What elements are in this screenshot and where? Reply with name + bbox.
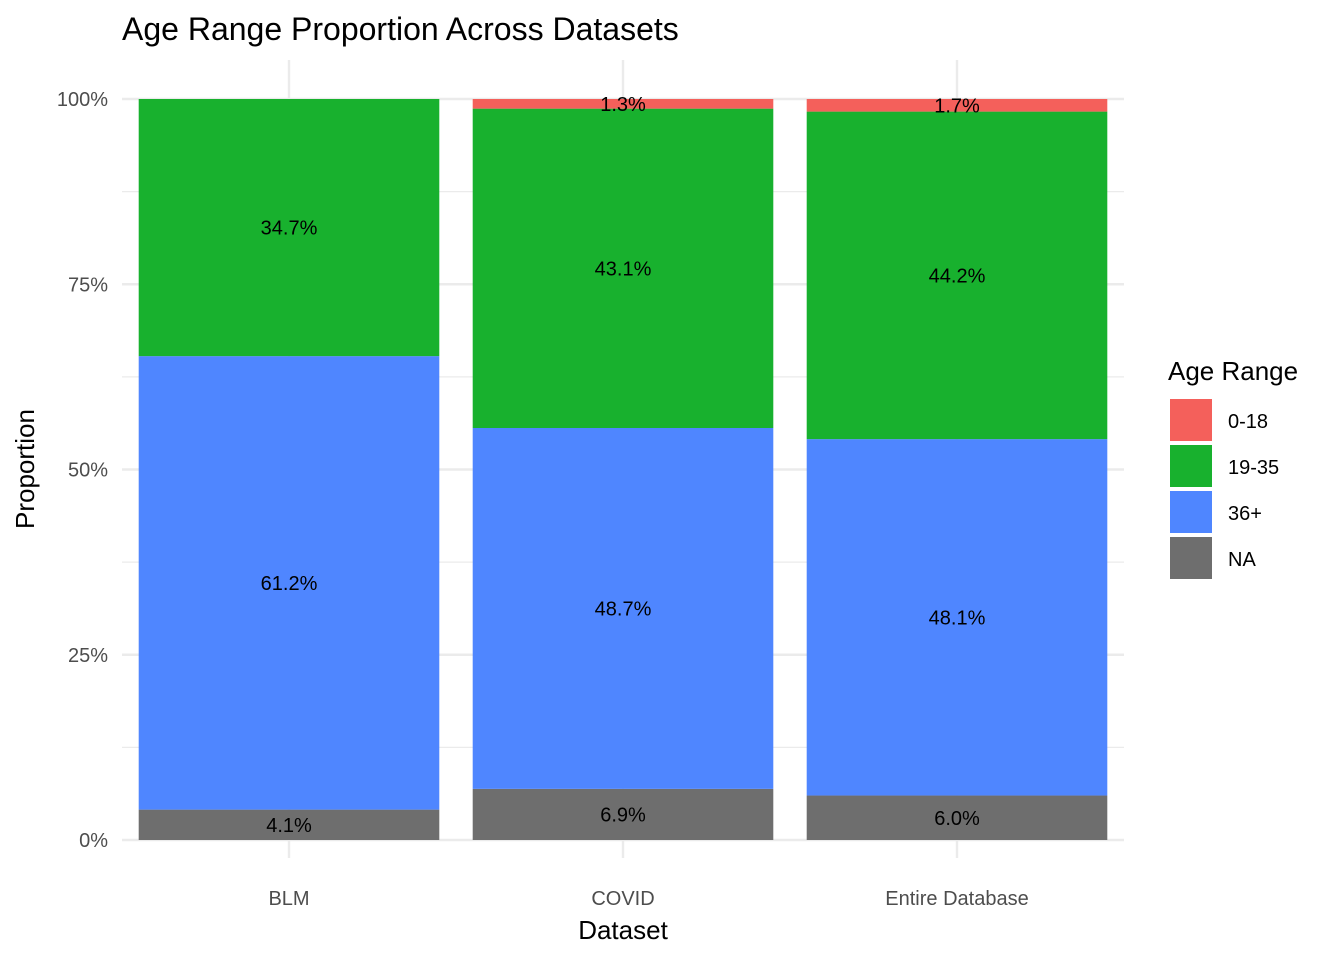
bar-segment — [806, 795, 1108, 840]
data-label: 48.7% — [595, 598, 652, 620]
legend-label: 36+ — [1228, 503, 1262, 525]
bar-segment — [806, 111, 1108, 440]
legend-swatch — [1170, 491, 1212, 533]
data-label: 1.7% — [934, 95, 980, 117]
bar-segment — [138, 356, 440, 810]
x-axis-ticks: BLM COVID Entire Database — [268, 888, 1028, 910]
x-tick-label: COVID — [591, 888, 654, 910]
bars — [138, 99, 1108, 840]
bar-segment — [472, 788, 774, 840]
legend-title: Age Range — [1168, 356, 1298, 386]
x-axis-title: Dataset — [578, 915, 668, 945]
data-label: 48.1% — [929, 607, 986, 629]
y-tick-label: 50% — [68, 460, 108, 482]
legend-label: NA — [1228, 549, 1256, 571]
y-tick-label: 75% — [68, 274, 108, 296]
bar-segment — [472, 428, 774, 789]
y-tick-label: 25% — [68, 645, 108, 667]
y-tick-label: 100% — [57, 89, 108, 111]
data-label: 44.2% — [929, 265, 986, 287]
x-tick-label: BLM — [268, 888, 309, 910]
data-label: 34.7% — [261, 218, 318, 240]
y-axis-ticks: 0% 25% 50% 75% 100% — [57, 89, 108, 852]
bar-segment — [806, 99, 1108, 112]
legend: Age Range 0-18 19-35 36+ NA — [1168, 356, 1298, 579]
bar-segment — [138, 99, 440, 357]
legend-swatch — [1170, 537, 1212, 579]
bar-segment — [138, 809, 440, 840]
bar-segment — [472, 99, 774, 109]
legend-label: 19-35 — [1228, 457, 1279, 479]
bar-segment — [806, 439, 1108, 796]
data-label: 43.1% — [595, 258, 652, 280]
x-tick-label: Entire Database — [885, 888, 1028, 910]
data-label: 6.9% — [600, 804, 646, 826]
data-label: 61.2% — [261, 573, 318, 595]
bar-labels: 4.1% 61.2% 34.7% 6.9% 48.7% 43.1% 1.3% 6.0% 48.1… — [261, 94, 986, 837]
data-label: 6.0% — [934, 808, 980, 830]
y-axis-title: Proportion — [10, 409, 40, 529]
chart-title: Age Range Proportion Across Datasets — [122, 11, 679, 47]
legend-swatch — [1170, 399, 1212, 441]
bar-segment — [472, 108, 774, 429]
legend-label: 0-18 — [1228, 411, 1268, 433]
data-label: 4.1% — [266, 815, 312, 837]
data-label: 1.3% — [600, 94, 646, 116]
y-tick-label: 0% — [79, 830, 108, 852]
legend-swatch — [1170, 445, 1212, 487]
